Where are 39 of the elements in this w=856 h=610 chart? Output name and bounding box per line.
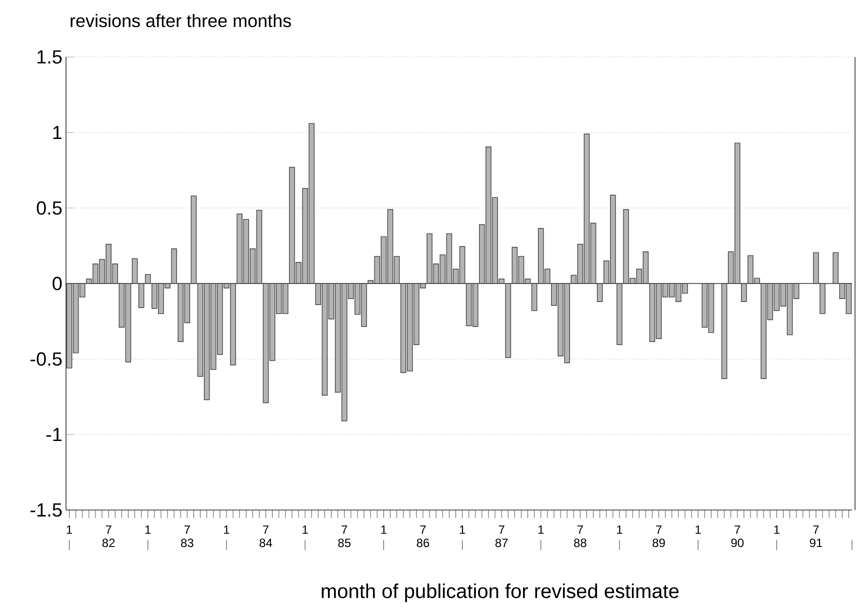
text: 90 (731, 538, 744, 548)
x-tick-label: 1 (302, 526, 308, 534)
x-tick-label: 7 (184, 526, 190, 534)
text: 86 (416, 538, 430, 548)
y-tick-label: -1.5 (30, 503, 62, 517)
y-tick-label: -0.5 (30, 352, 62, 366)
x-tick-label: 1 (696, 526, 701, 534)
x-tick-label: 7 (813, 526, 819, 534)
x-tick-label: 7 (420, 526, 426, 534)
x-tick-label: 7 (577, 526, 583, 534)
text: 82 (102, 538, 115, 548)
text: 84 (260, 538, 272, 548)
x-tick-label: 7 (656, 526, 662, 534)
y-tick-label: 0 (52, 276, 62, 290)
y-tick-label: 1.5 (38, 50, 62, 64)
x-tick-label: 7 (734, 526, 740, 534)
x-tick-label: 7 (106, 526, 112, 534)
x-tick-label: 1 (538, 526, 544, 534)
x-tick-label: 1 (224, 526, 230, 534)
text: 85 (338, 538, 351, 548)
text: 88 (574, 538, 586, 548)
x-tick-label: 7 (342, 526, 348, 534)
x-tick-label: 1 (774, 526, 780, 534)
x-tick-label: 1 (145, 526, 151, 534)
x-tick-label: 1 (381, 526, 386, 534)
x-axis-title: month of publication for revised estimate (322, 584, 679, 602)
text: 83 (181, 538, 194, 548)
y-tick-label: 0.5 (36, 201, 62, 215)
y-axis-title: revisions after three months (70, 14, 291, 28)
y-tick-label: 1 (53, 126, 62, 140)
x-tick-label: 7 (263, 526, 269, 534)
x-tick-label: 1 (460, 526, 466, 534)
x-tick-label: 1 (617, 526, 622, 534)
text: 91 (810, 538, 822, 548)
x-tick-label: 1 (66, 526, 72, 534)
x-tick-label: 7 (498, 526, 504, 534)
text: 87 (495, 538, 508, 548)
text: 89 (652, 538, 665, 548)
y-tick-label: -1 (46, 428, 62, 442)
